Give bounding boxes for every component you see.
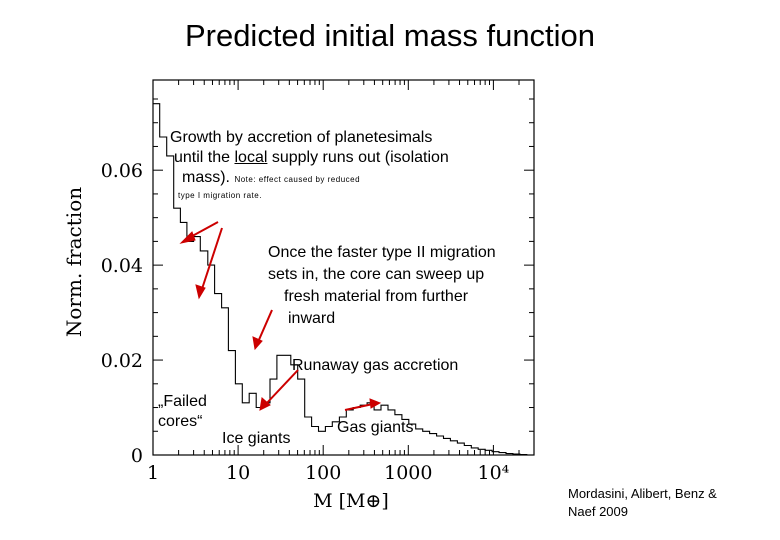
isolation-note-b: type I migration rate.: [178, 191, 262, 200]
arrow-isolation-2-head: [195, 284, 206, 300]
failed-line-1: „Failed: [158, 393, 207, 410]
annotation-failed-cores: „Failed cores“: [158, 392, 207, 432]
x-tick-label: 100: [305, 462, 341, 484]
y-tick-label: 0.06: [101, 160, 143, 182]
y-tick-label: 0.02: [101, 350, 143, 372]
x-tick-label: 1: [147, 462, 159, 484]
isolation-line-1: Growth by accretion of planetesimals: [170, 129, 433, 146]
y-tick-label: 0: [131, 445, 143, 467]
isolation-line-2-underlined: local: [234, 149, 268, 166]
page-title: Predicted initial mass function: [184, 18, 596, 53]
annotation-runaway: Runaway gas accretion: [292, 357, 459, 374]
annotation-ice-giants: Ice giants: [222, 430, 291, 447]
arrow-gas-giants: [344, 403, 374, 411]
imf-histogram-line: [153, 103, 528, 456]
arrow-isolation-2: [200, 227, 223, 293]
plot-frame: [152, 79, 535, 456]
arrow-runaway: [264, 369, 299, 406]
isolation-line-2-pre: until the: [174, 149, 235, 166]
isolation-note-a: Note: effect caused by reduced: [234, 175, 361, 184]
isolation-line-3: mass). Note: effect caused by reduced: [170, 168, 449, 190]
annotation-isolation: Growth by accretion of planetesimals unt…: [170, 128, 449, 202]
type-ii-line-1: Once the faster type II migration: [268, 244, 496, 261]
y-tick-label: 0.04: [101, 255, 143, 277]
x-tick-label: 10⁴: [477, 462, 509, 484]
annotation-gas-giants: Gas giants: [337, 419, 414, 436]
annotation-type-ii: Once the faster type II migration sets i…: [268, 242, 496, 330]
type-ii-line-2: sets in, the core can sweep up: [268, 266, 485, 283]
citation-line-2: Naef 2009: [568, 504, 628, 519]
type-ii-line-3: fresh material from further: [284, 288, 469, 305]
arrow-isolation-1-head: [179, 231, 196, 244]
isolation-line-3-text: mass).: [182, 169, 230, 186]
x-tick-label: 1000: [384, 462, 432, 484]
y-axis-label: Norm. fraction: [62, 187, 86, 337]
failed-line-2: cores“: [158, 413, 203, 430]
arrow-type-ii: [257, 309, 273, 343]
x-tick-label: 10: [226, 462, 250, 484]
arrow-type-ii-head: [252, 336, 263, 351]
isolation-line-2-post: supply runs out (isolation: [267, 149, 449, 166]
arrow-runaway-head: [259, 397, 271, 411]
citation-line-1: Mordasini, Alibert, Benz &: [568, 486, 717, 501]
arrow-gas-giants-head: [369, 398, 382, 409]
citation: Mordasini, Alibert, Benz & Naef 2009: [568, 485, 717, 521]
type-ii-line-4: inward: [288, 310, 336, 327]
x-axis-label: M [M⊕]: [313, 490, 389, 512]
isolation-line-2: until the local supply runs out (isolati…: [170, 148, 449, 168]
